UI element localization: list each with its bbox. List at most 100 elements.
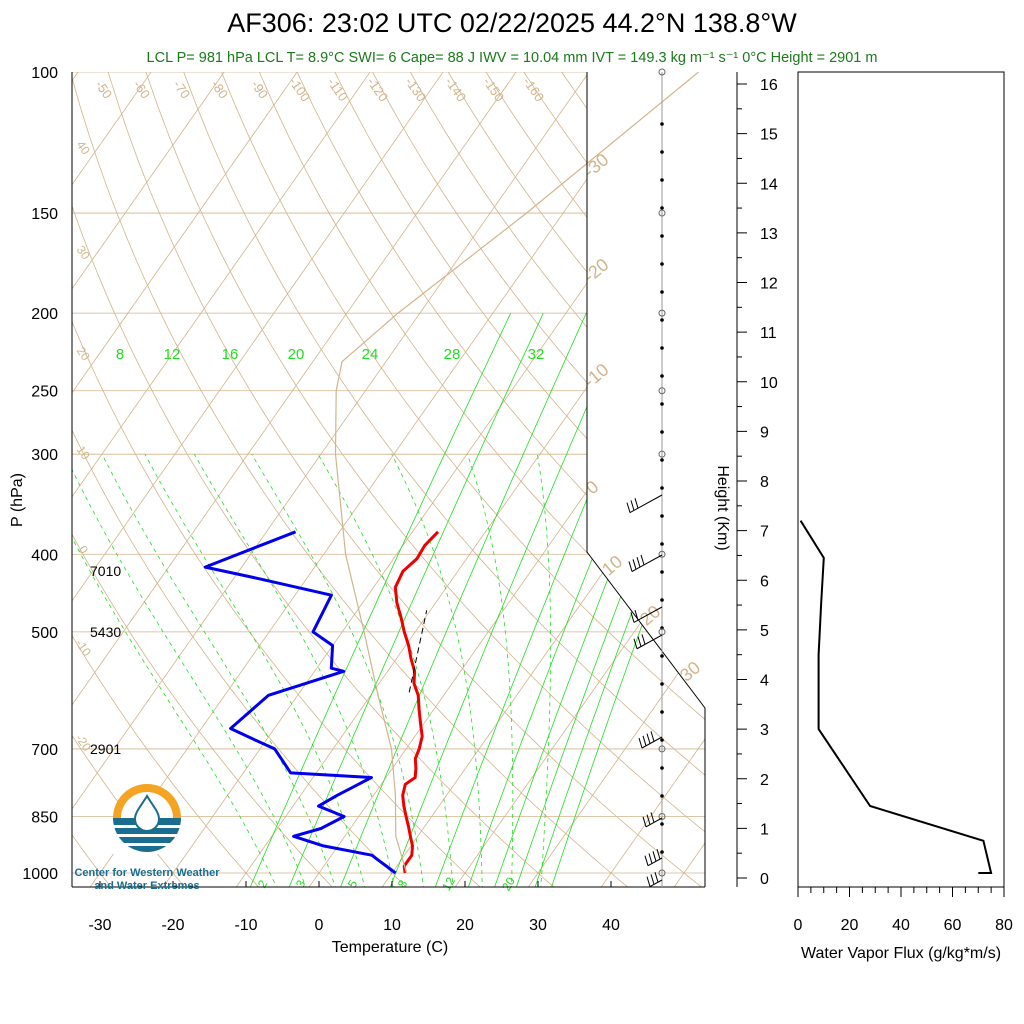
wind-dot bbox=[660, 486, 664, 490]
dry-adiabat-line bbox=[72, 320, 481, 887]
wind-circle bbox=[658, 68, 666, 76]
dry-adiabat-line bbox=[447, 72, 705, 405]
wind-circle bbox=[658, 812, 666, 820]
mixing-ratio-label: 20 bbox=[288, 346, 305, 363]
dry-adiabat-line bbox=[72, 734, 186, 887]
mixing-ratio-label: 32 bbox=[528, 346, 545, 363]
dry-adiabat-line bbox=[145, 72, 705, 833]
mixing-ratio-label: 16 bbox=[222, 346, 239, 363]
wind-barb-flag bbox=[642, 735, 647, 746]
wind-circle bbox=[658, 209, 666, 217]
wind-barb-flag bbox=[650, 812, 655, 823]
wind-dot bbox=[660, 262, 664, 266]
y-tick-label: 500 bbox=[31, 625, 58, 642]
isotherm-label: 10 bbox=[74, 443, 93, 462]
wind-barb-flag bbox=[634, 498, 639, 509]
flux-x-tick-label: 0 bbox=[794, 917, 803, 934]
wind-dot bbox=[660, 290, 664, 294]
wind-dot bbox=[660, 542, 664, 546]
height-tick-label: 3 bbox=[760, 722, 769, 739]
height-tick-label: 8 bbox=[760, 474, 769, 491]
logo-text-line1: Center for Western Weather bbox=[74, 867, 220, 879]
isotherm-label: -70 bbox=[170, 77, 193, 101]
flux-frame bbox=[797, 71, 1005, 888]
wind-barb-flag bbox=[628, 561, 633, 572]
mask-region bbox=[587, 72, 705, 708]
y-tick-label: 300 bbox=[31, 447, 58, 464]
wind-barb-flag bbox=[630, 500, 635, 511]
wind-barb-flag bbox=[642, 816, 647, 827]
dry-adiabat-line bbox=[258, 72, 705, 666]
wind-barb-flag bbox=[634, 610, 639, 621]
wind-dot bbox=[660, 430, 664, 434]
height-tick-label: 13 bbox=[760, 226, 778, 243]
isotherm-label: -110 bbox=[324, 75, 351, 104]
wind-barb-flag bbox=[636, 556, 641, 568]
dry-adiabat-line bbox=[72, 533, 333, 887]
wind-dot bbox=[660, 682, 664, 686]
height-tick-label: 14 bbox=[760, 176, 778, 193]
mixing-ratio-label: 8 bbox=[116, 346, 124, 363]
wind-dot bbox=[660, 514, 664, 518]
mixing-ratio-label: 2 bbox=[255, 877, 271, 890]
height-tick-label: 6 bbox=[760, 573, 769, 590]
y-tick-label: 700 bbox=[31, 742, 58, 759]
wind-dot bbox=[660, 318, 664, 322]
y-tick-label: 400 bbox=[31, 547, 58, 564]
moist-adiabat-line bbox=[72, 468, 307, 887]
isotherm-label: 40 bbox=[74, 138, 93, 157]
wind-barb-flag bbox=[641, 634, 646, 645]
data-series bbox=[203, 72, 699, 875]
mixing-ratio-line bbox=[389, 312, 629, 887]
y-tick-label: 850 bbox=[31, 809, 58, 826]
x-tick-label: -10 bbox=[234, 917, 257, 934]
mixing-ratio-label: 3 bbox=[293, 877, 309, 890]
wind-dot bbox=[660, 206, 664, 210]
chart-subtitle: LCL P= 981 hPa LCL T= 8.9°C SWI= 6 Cape=… bbox=[146, 50, 878, 66]
height-tick-label: 7 bbox=[760, 524, 769, 541]
dry-adiabat-line bbox=[72, 76, 629, 887]
dry-adiabat-line bbox=[485, 72, 705, 355]
x-tick-label: 30 bbox=[529, 917, 547, 934]
wind-dot bbox=[660, 850, 664, 854]
mixing-ratio-label: 28 bbox=[444, 346, 461, 363]
wind-barb-flag bbox=[656, 848, 661, 860]
wind-barb-flag bbox=[650, 874, 655, 885]
mixing-ratio-label: 8 bbox=[395, 877, 411, 890]
mixing-ratio-line bbox=[249, 312, 512, 887]
wind-barb-flag bbox=[646, 733, 651, 744]
series-dewpoint bbox=[203, 530, 397, 875]
isotherm-line bbox=[72, 72, 225, 290]
height-tick-label: 11 bbox=[760, 325, 777, 342]
y-axis-label: P (hPa) bbox=[9, 473, 26, 527]
isotherm-line bbox=[89, 72, 663, 887]
wind-barb-flag bbox=[633, 638, 638, 649]
skewt-boundary bbox=[586, 72, 706, 887]
mixing-ratio-label: 12 bbox=[439, 874, 458, 893]
wind-dot bbox=[660, 178, 664, 182]
isotherm-label: 30 bbox=[74, 243, 93, 262]
height-label: 7010 bbox=[90, 563, 121, 579]
flux-x-tick-label: 40 bbox=[892, 917, 910, 934]
wind-barbs bbox=[626, 68, 666, 888]
isotherm-line bbox=[600, 738, 705, 887]
wind-barb bbox=[631, 554, 663, 572]
chart-title: AF306: 23:02 UTC 02/22/2025 44.2°N 138.8… bbox=[227, 8, 797, 38]
height-tick-label: 10 bbox=[760, 375, 778, 392]
mixing-ratio-label: 12 bbox=[164, 346, 181, 363]
dry-adiabat-line bbox=[107, 72, 703, 887]
wind-barb-flag bbox=[654, 872, 659, 883]
isotherm-line bbox=[72, 72, 444, 602]
wind-dot bbox=[660, 738, 664, 742]
wind-dot bbox=[660, 234, 664, 238]
isotherm-label: 20 bbox=[74, 344, 93, 363]
isotherm-line bbox=[72, 72, 590, 810]
logo-text-line2: and Water Extremes bbox=[94, 880, 199, 892]
x-tick-label: -30 bbox=[88, 917, 111, 934]
isotherm-line bbox=[72, 72, 371, 498]
height-axis-label: Height (Km) bbox=[714, 465, 731, 550]
isotherm-line bbox=[0, 54, 18, 890]
wind-dot bbox=[660, 374, 664, 378]
dry-adiabat-line bbox=[183, 72, 705, 776]
isotherm-label: -10 bbox=[73, 637, 95, 660]
